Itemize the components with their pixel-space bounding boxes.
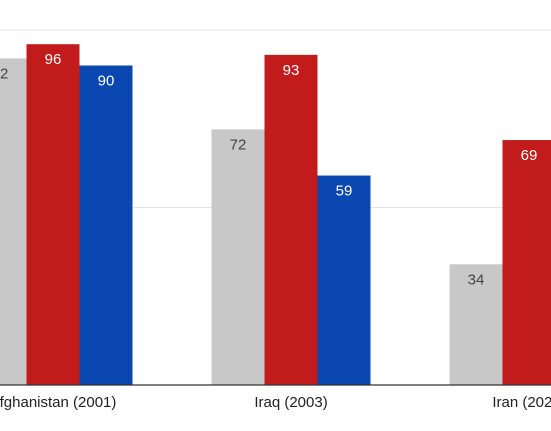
bar-1-0 [211, 129, 265, 385]
bar-2-1 [502, 140, 551, 385]
data-labels: 92 96 90 72 93 59 34 69 [0, 51, 537, 288]
bar-label-1-1: 93 [283, 62, 300, 79]
bar-2-0 [449, 264, 503, 385]
bars [0, 44, 551, 386]
x-tick-label-1: Iraq (2003) [254, 394, 327, 411]
bar-label-2-0: 34 [468, 271, 485, 288]
x-tick-label-0: Afghanistan (2001) [0, 394, 116, 411]
bar-label-0-2: 90 [98, 73, 115, 90]
bar-0-2 [79, 65, 133, 385]
bar-label-1-0: 72 [230, 136, 247, 153]
bar-label-2-1: 69 [521, 147, 538, 164]
bar-0-0 [0, 58, 27, 386]
bar-label-0-1: 96 [45, 51, 62, 68]
bar-1-1 [264, 54, 318, 385]
bar-0-1 [26, 44, 80, 385]
bar-1-2 [317, 175, 371, 385]
x-tick-labels: Afghanistan (2001) Iraq (2003) Iran (2025) [0, 394, 551, 411]
x-tick-label-2: Iran (2025) [492, 394, 551, 411]
bar-label-1-2: 59 [336, 183, 353, 200]
bar-label-0-0: 92 [0, 65, 8, 82]
